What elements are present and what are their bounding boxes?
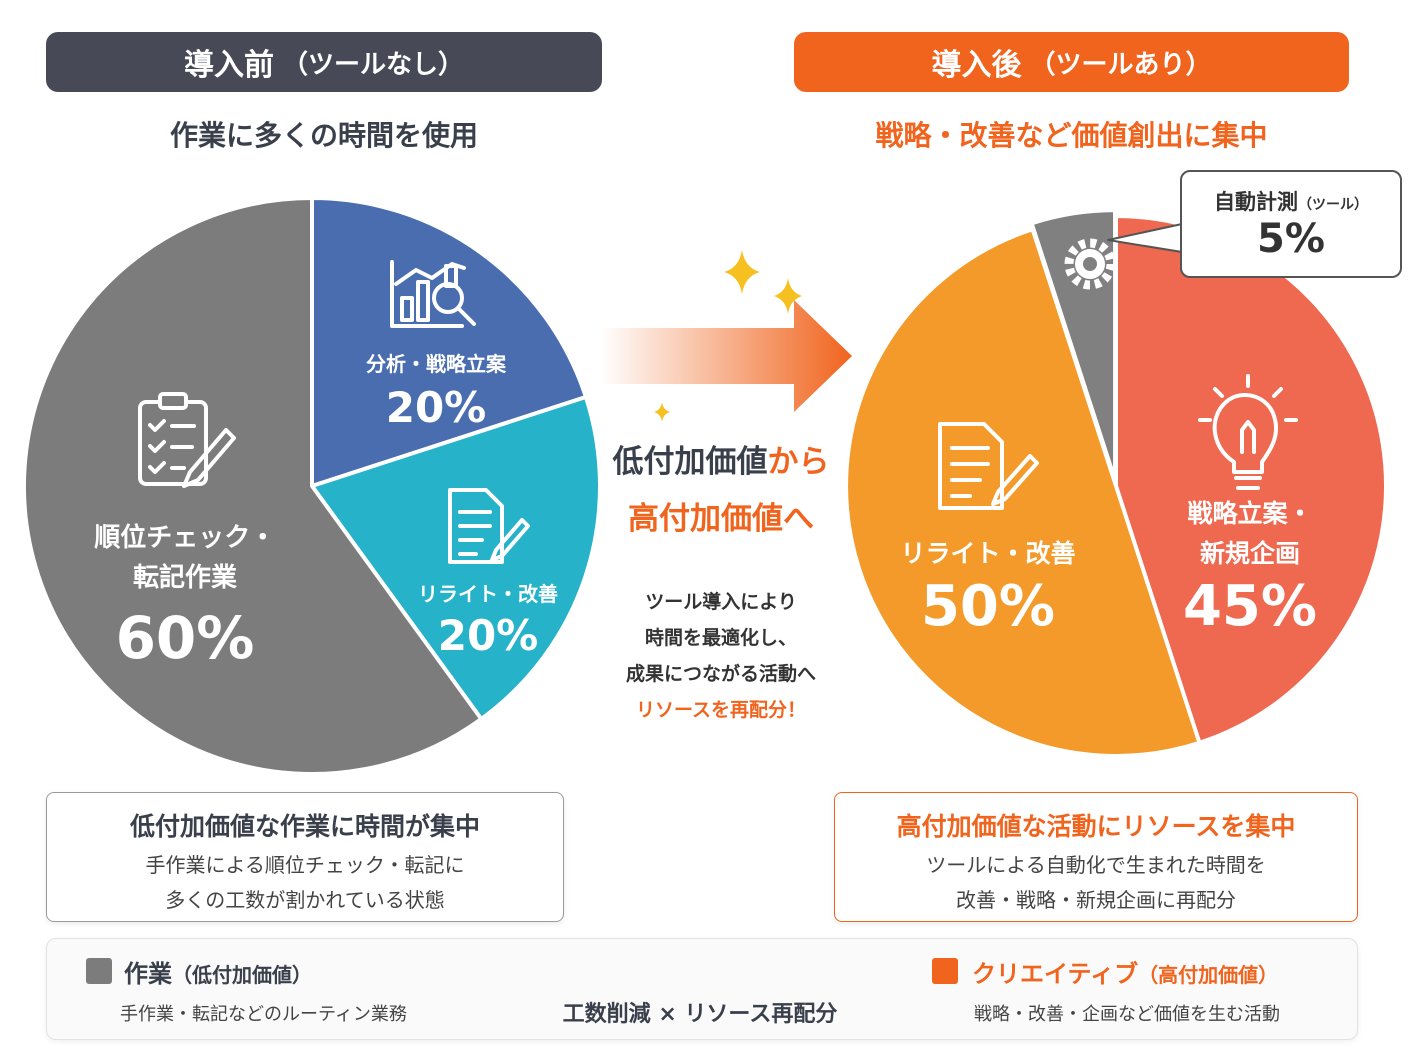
legend-creative-desc: 戦略・改善・企画など価値を生む活動 [974, 1004, 1280, 1025]
headline-to: 高付加価値へ [628, 501, 814, 537]
desc-line: 成果につながる活動へ [625, 663, 816, 685]
slice-name: リライト・改善 [418, 582, 558, 606]
callout-label: 自動計測 [1214, 190, 1298, 214]
after-header-paren: （ツールあり） [1029, 49, 1212, 80]
desc-line: ツール導入により [645, 591, 797, 613]
pie-before [22, 195, 602, 776]
slice-name-line2: 転記作業 [132, 563, 237, 593]
slice-value: 20% [437, 611, 539, 660]
slice-name-line1: 戦略立案・ [1187, 499, 1313, 528]
headline-kara: から [767, 444, 830, 480]
before-header-label: 導入前 [183, 48, 274, 83]
slice-name-line2: 新規企画 [1199, 539, 1300, 568]
before-header: 導入前 （ツールなし） [46, 32, 602, 92]
callout-sub: （ツール） [1298, 197, 1368, 213]
slice-label-strategy: 戦略立案・ 新規企画 45% [1140, 494, 1360, 639]
pie-after [844, 208, 1388, 758]
after-subtitle: 戦略・改善など価値創出に集中 [875, 119, 1268, 152]
legend-work-label: 作業 [124, 960, 172, 988]
headline-from: 低付加価値 [612, 444, 768, 480]
slice-label-analysis: 分析・戦略立案 20% [336, 348, 536, 432]
slice-label-rewrite-after: リライト・改善 50% [868, 534, 1108, 639]
after-summary-line: 改善・戦略・新規企画に再配分 [956, 888, 1236, 912]
callout-pointer [1107, 223, 1183, 253]
after-summary-box: 高付加価値な活動にリソースを集中 ツールによる自動化で生まれた時間を 改善・戦略… [834, 792, 1358, 922]
slice-name-line1: 順位チェック・ [94, 523, 276, 553]
legend-bar [46, 938, 1358, 1040]
sparkle-icon [774, 278, 802, 314]
before-summary-line: 手作業による順位チェック・転記に [145, 853, 465, 877]
after-summary-title: 高付加価値な活動にリソースを集中 [896, 812, 1296, 841]
legend-swatch-creative [932, 958, 958, 984]
slice-name: 分析・戦略立案 [366, 352, 506, 376]
slice-label-work: 順位チェック・ 転記作業 60% [60, 518, 310, 672]
after-header: 導入後 （ツールあり） [794, 32, 1349, 92]
callout-title: 自動計測（ツール） [1182, 186, 1400, 216]
before-summary-box: 低付加価値な作業に時間が集中 手作業による順位チェック・転記に 多くの工数が割か… [46, 792, 564, 922]
slice-value: 45% [1182, 574, 1318, 639]
slice-value: 60% [115, 604, 255, 672]
legend-work-desc: 手作業・転記などのルーティン業務 [120, 1004, 407, 1025]
legend-work-paren: （低付加価値） [172, 963, 312, 987]
pie-slice [22, 195, 485, 776]
after-header-label: 導入後 [931, 48, 1022, 83]
after-summary-line: ツールによる自動化で生まれた時間を [926, 853, 1266, 877]
legend-work-title: 作業（低付加価値） [124, 954, 312, 989]
document-pen-icon [448, 488, 530, 564]
sparkle-icon [654, 402, 670, 422]
legend-creative-label: クリエイティブ [972, 960, 1139, 988]
sparkle-icon [724, 250, 760, 294]
legend-swatch-work [86, 958, 112, 984]
center-description: ツール導入により 時間を最適化し、 成果につながる活動へ リソースを再配分！ [590, 584, 852, 728]
slice-value: 50% [920, 574, 1056, 639]
transition-arrow [600, 300, 852, 412]
clipboard-checklist-icon [138, 392, 236, 488]
pie-slice [308, 394, 602, 722]
slice-value: 20% [385, 383, 487, 432]
slice-name: 戦略立案・ 新規企画 [1140, 494, 1360, 574]
pie-slice [844, 226, 1202, 758]
slice-name: 順位チェック・ 転記作業 [60, 518, 310, 598]
callout-value: 5% [1257, 216, 1325, 262]
document-pen-icon [938, 422, 1039, 510]
legend-creative-title: クリエイティブ（高付加価値） [972, 954, 1278, 989]
legend-flow-label: 工数削減 × リソース再配分 [562, 1002, 838, 1027]
lightbulb-icon [1198, 374, 1298, 490]
gear-icon [1064, 238, 1116, 290]
before-summary-line: 多くの工数が割かれている状態 [165, 888, 445, 912]
before-header-paren: （ツールなし） [281, 49, 464, 80]
center-headline: 低付加価値から 高付加価値へ [590, 436, 852, 538]
slice-name: リライト・改善 [900, 539, 1076, 568]
pie-slice [310, 195, 589, 489]
slice-label-rewrite-before: リライト・改善 20% [390, 578, 586, 660]
before-subtitle: 作業に多くの時間を使用 [169, 119, 478, 152]
legend-creative-paren: （高付加価値） [1138, 963, 1279, 987]
chart-magnifier-icon [390, 260, 476, 328]
headline-line1: 低付加価値から [590, 436, 852, 481]
desc-line: 時間を最適化し、 [644, 627, 797, 649]
before-summary-title: 低付加価値な作業に時間が集中 [129, 812, 480, 841]
callout-automation: 自動計測（ツール） 5% [1180, 170, 1402, 278]
desc-highlight: リソースを再配分！ [635, 699, 807, 721]
